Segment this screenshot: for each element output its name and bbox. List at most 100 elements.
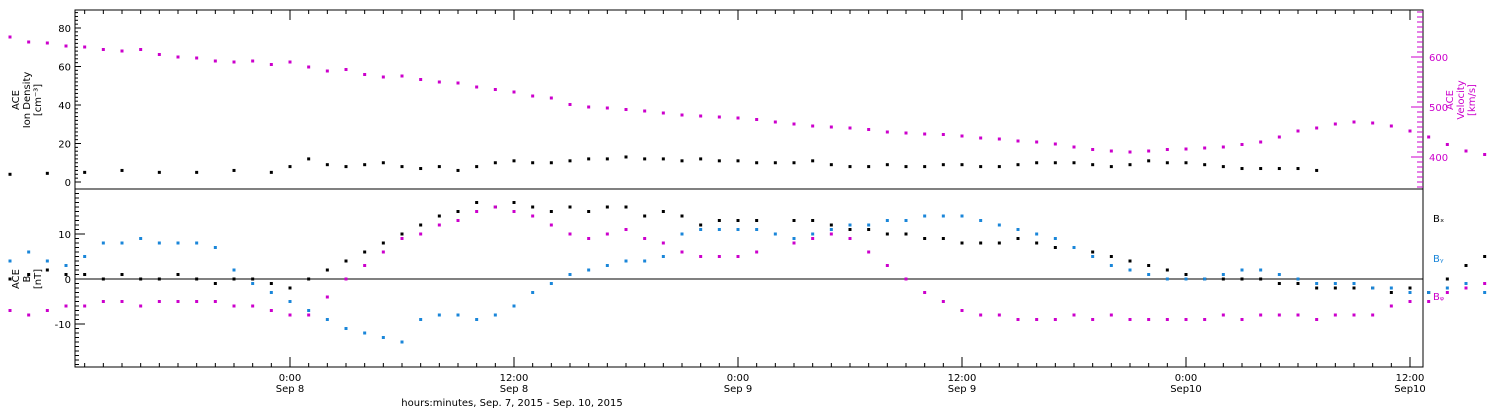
density-point	[269, 170, 273, 174]
bx-point	[605, 205, 609, 209]
bx-point	[960, 241, 964, 245]
velocity-point	[1464, 149, 1468, 153]
density-point	[1147, 159, 1151, 163]
bx-point	[1109, 255, 1113, 258]
by-point	[1016, 228, 1020, 231]
bz-point	[1427, 300, 1431, 303]
by-point	[941, 214, 945, 218]
velocity-axis-label-line: Velocity	[1456, 80, 1467, 119]
bx-point	[195, 277, 199, 281]
by-point	[904, 219, 908, 222]
bz-point	[624, 228, 628, 231]
bz-point	[568, 232, 572, 236]
by-point	[8, 259, 12, 263]
bz-point	[512, 210, 516, 213]
bx-point	[101, 277, 105, 281]
velocity-point	[848, 126, 852, 130]
x-tick-time: 0:00	[279, 373, 301, 384]
by-point	[979, 219, 983, 222]
bx-point	[157, 277, 161, 281]
velocity-point	[699, 114, 703, 118]
density-point	[867, 165, 871, 169]
bfield-axis-label-line: [nT]	[33, 269, 44, 289]
bx-point	[1464, 264, 1468, 267]
velocity-point	[587, 105, 591, 109]
by-point	[1240, 268, 1244, 272]
density-point	[1315, 168, 1319, 172]
density-point	[512, 159, 516, 163]
density-point	[960, 163, 964, 167]
velocity-point	[1035, 140, 1039, 144]
bx-point	[736, 219, 740, 222]
velocity-point	[101, 48, 105, 51]
bfield-tick-label: -10	[55, 320, 71, 331]
bx-point	[1315, 286, 1319, 290]
velocity-point	[568, 103, 572, 106]
bx-point	[512, 201, 516, 204]
by-point	[587, 268, 591, 272]
bz-point	[1128, 318, 1132, 321]
density-point	[1072, 161, 1076, 165]
by-point	[605, 264, 609, 267]
velocity-point	[923, 132, 927, 136]
density-point	[979, 165, 983, 169]
by-point	[157, 241, 161, 245]
bz-point	[941, 300, 945, 303]
bz-point	[400, 237, 404, 240]
density-point	[1221, 165, 1225, 169]
bz-point	[997, 313, 1001, 317]
bx-point	[717, 219, 721, 222]
by-point	[1053, 237, 1057, 240]
bx-point	[64, 273, 68, 276]
bz-point	[456, 219, 460, 222]
density-point	[83, 170, 87, 174]
density-point	[8, 172, 12, 176]
velocity-point	[269, 63, 273, 66]
velocity-point	[139, 48, 143, 51]
velocity-point	[717, 115, 721, 119]
by-point	[456, 313, 460, 317]
by-point	[997, 223, 1001, 227]
bz-point	[363, 264, 367, 267]
bz-point	[811, 237, 815, 240]
velocity-point	[1389, 124, 1393, 128]
by-point	[531, 291, 535, 294]
bx-point	[1221, 277, 1225, 281]
bx-point	[381, 241, 385, 245]
density-point	[1203, 163, 1207, 167]
bz-point	[923, 291, 927, 294]
velocity-point	[661, 111, 665, 115]
bz-point	[699, 255, 703, 258]
density-point	[493, 161, 497, 165]
bx-point	[755, 219, 759, 222]
bz-point	[1221, 313, 1225, 317]
bx-point	[1352, 286, 1356, 290]
density-point	[344, 165, 348, 169]
bz-point	[960, 309, 964, 312]
velocity-point	[157, 53, 161, 56]
bx-point	[437, 214, 441, 218]
velocity-point	[27, 40, 31, 44]
bx-point	[213, 282, 217, 285]
x-axis-label: hours:minutes, Sep. 7, 2015 - Sep. 10, 2…	[401, 398, 622, 409]
density-point	[307, 157, 311, 161]
by-point	[27, 250, 31, 254]
density-point	[904, 165, 908, 169]
velocity-point	[8, 35, 12, 39]
velocity-point	[1483, 153, 1487, 156]
bx-point	[997, 241, 1001, 245]
bz-point	[1445, 291, 1449, 294]
bx-point	[867, 228, 871, 231]
bx-point	[1445, 277, 1449, 281]
by-point	[437, 313, 441, 317]
by-point	[1277, 273, 1281, 276]
density-point	[792, 161, 796, 165]
velocity-axis-label-line: [km/s]	[1467, 84, 1478, 116]
velocity-point	[643, 109, 647, 113]
bz-point	[1259, 313, 1263, 317]
bz-point	[979, 313, 983, 317]
bfield-tick-label: 0	[65, 275, 71, 286]
velocity-point	[885, 130, 889, 134]
density-point	[419, 167, 423, 171]
